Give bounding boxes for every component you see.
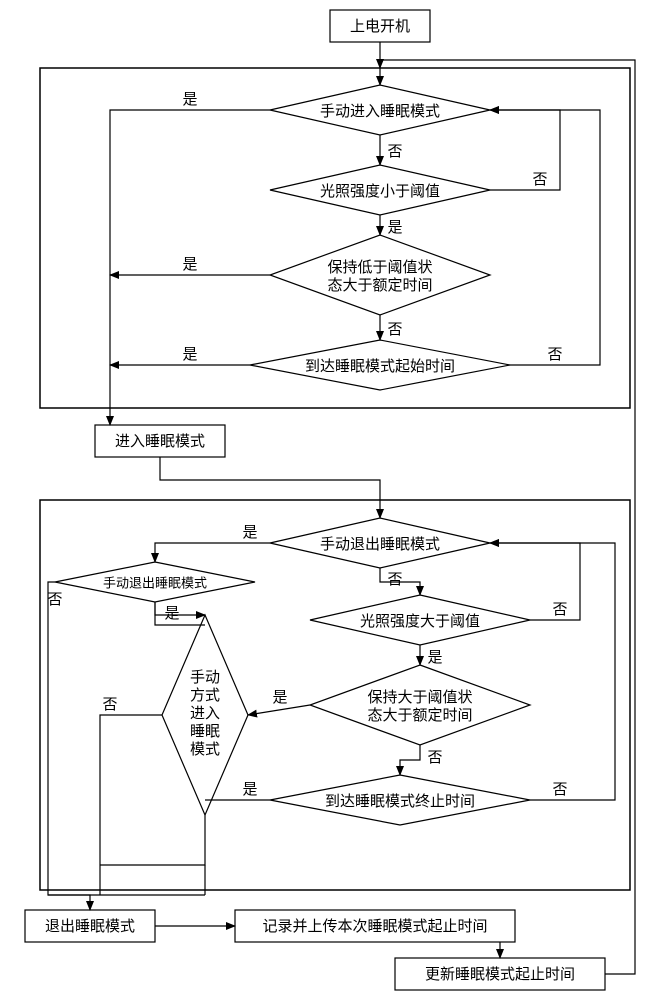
node-light-lt-label: 光照强度小于阈值 bbox=[320, 183, 440, 200]
edge bbox=[155, 543, 270, 562]
node-light-gt-label: 光照强度大于阈值 bbox=[360, 613, 480, 630]
edge bbox=[490, 110, 560, 190]
node-manual-way-l2: 方式 bbox=[190, 687, 220, 704]
edge bbox=[400, 745, 420, 775]
node-manual-way-l4: 睡眠 bbox=[190, 723, 220, 740]
flowchart-canvas: 上电开机 手动进入睡眠模式 光照强度小于阈值 保持低于阈值状 态大于额定时间 到… bbox=[0, 0, 646, 1000]
edge-label-no: 否 bbox=[387, 321, 402, 338]
edge-label-yes: 是 bbox=[182, 346, 197, 363]
edge-label-no: 否 bbox=[387, 143, 402, 160]
edge-label-no: 否 bbox=[387, 571, 402, 588]
edge-label-no: 否 bbox=[102, 696, 117, 713]
edge-label-no: 否 bbox=[47, 591, 62, 608]
lower-group-frame bbox=[40, 500, 630, 890]
node-manual-way-l5: 模式 bbox=[190, 741, 220, 758]
edge-label-no: 否 bbox=[552, 781, 567, 798]
edge-label-yes: 是 bbox=[387, 219, 402, 236]
edge-label-yes: 是 bbox=[272, 689, 287, 706]
edge-label-yes: 是 bbox=[242, 781, 257, 798]
node-start-label: 上电开机 bbox=[350, 18, 410, 35]
edge bbox=[248, 705, 310, 715]
node-reach-start-label: 到达睡眠模式起始时间 bbox=[305, 358, 455, 375]
node-enter-sleep-label: 进入睡眠模式 bbox=[115, 433, 205, 450]
node-manual-way-l3: 进入 bbox=[190, 705, 220, 722]
edge-label-no: 否 bbox=[552, 601, 567, 618]
node-log-upload-label: 记录并上传本次睡眠模式起止时间 bbox=[262, 918, 487, 935]
edge-label-no: 否 bbox=[547, 346, 562, 363]
edge bbox=[490, 543, 615, 800]
node-reach-end-label: 到达睡眠模式终止时间 bbox=[325, 793, 475, 810]
edge bbox=[490, 110, 600, 365]
edge-real bbox=[155, 602, 205, 615]
edge-label-yes: 是 bbox=[427, 649, 442, 666]
edge-label-yes: 是 bbox=[164, 605, 179, 622]
edge bbox=[100, 715, 162, 865]
edge-label-yes: 是 bbox=[182, 91, 197, 108]
node-update-time-label: 更新睡眠模式起止时间 bbox=[425, 966, 575, 983]
edge bbox=[48, 582, 55, 865]
node-manual-enter-label: 手动进入睡眠模式 bbox=[320, 103, 440, 120]
edge bbox=[160, 457, 380, 518]
node-hold-gt-label2: 态大于额定时间 bbox=[367, 707, 472, 724]
edge-label-yes: 是 bbox=[242, 524, 257, 541]
edge-label-yes: 是 bbox=[182, 256, 197, 273]
edge bbox=[100, 815, 205, 865]
node-hold-lt-label2: 态大于额定时间 bbox=[327, 277, 432, 294]
edge-label-no: 否 bbox=[532, 171, 547, 188]
node-manual-exit-left-label: 手动退出睡眠模式 bbox=[103, 575, 207, 590]
node-exit-sleep-label: 退出睡眠模式 bbox=[45, 918, 135, 935]
edge bbox=[48, 865, 90, 910]
edge-label-no: 否 bbox=[427, 749, 442, 766]
node-manual-exit-label: 手动退出睡眠模式 bbox=[320, 536, 440, 553]
edge bbox=[155, 602, 205, 625]
node-hold-lt-label1: 保持低于阈值状 bbox=[327, 259, 432, 276]
node-manual-way-l1: 手动 bbox=[190, 669, 220, 686]
node-hold-gt-label1: 保持大于阈值状 bbox=[367, 689, 472, 706]
